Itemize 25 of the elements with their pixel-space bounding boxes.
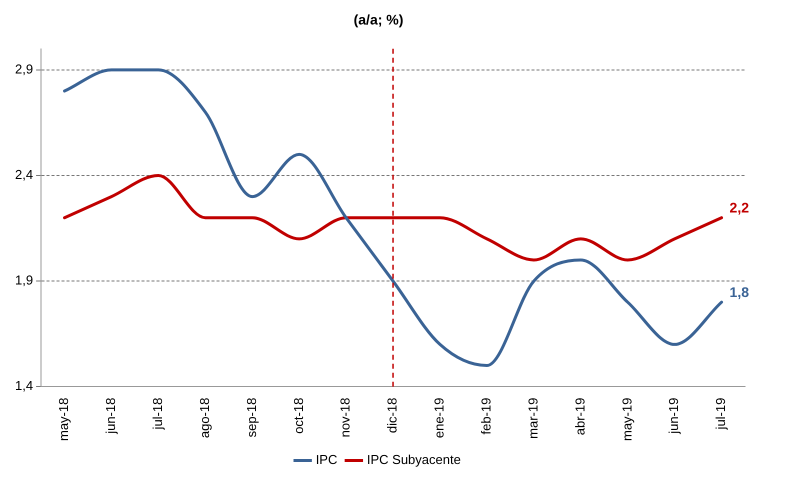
- chart-title: (a/a; %): [354, 11, 404, 28]
- x-tick-label: ene-19: [432, 398, 447, 438]
- x-tick-label: jul-19: [713, 398, 728, 430]
- x-tick-label: may-18: [56, 398, 72, 442]
- x-tick-label: jul-18: [150, 398, 165, 430]
- data-label: 2,2: [730, 200, 750, 216]
- x-tick-label: may-19: [619, 398, 634, 442]
- y-tick-label: 1,4: [14, 378, 34, 394]
- y-tick-label: 2,9: [14, 61, 34, 76]
- legend-label: IPC Subyacente: [366, 452, 461, 468]
- x-tick-label: mar-19: [525, 398, 540, 439]
- x-tick-label: dic-18: [384, 398, 400, 434]
- x-tick-label: abr-19: [572, 398, 588, 436]
- x-tick-label: ago-18: [196, 398, 212, 438]
- x-tick-label: sep-18: [244, 398, 259, 438]
- data-label: 1,8: [730, 284, 750, 300]
- y-tick-label: 2,4: [14, 167, 34, 182]
- x-tick-label: jun-18: [103, 398, 118, 435]
- line-series: [63, 68, 724, 368]
- x-tick-label: oct-18: [290, 398, 306, 434]
- x-tick-label: feb-19: [478, 398, 494, 435]
- legend-label: IPC: [316, 452, 338, 468]
- y-tick-label: 1,9: [14, 272, 34, 288]
- x-tick-label: jun-19: [666, 398, 682, 435]
- x-tick-label: nov-18: [338, 398, 353, 438]
